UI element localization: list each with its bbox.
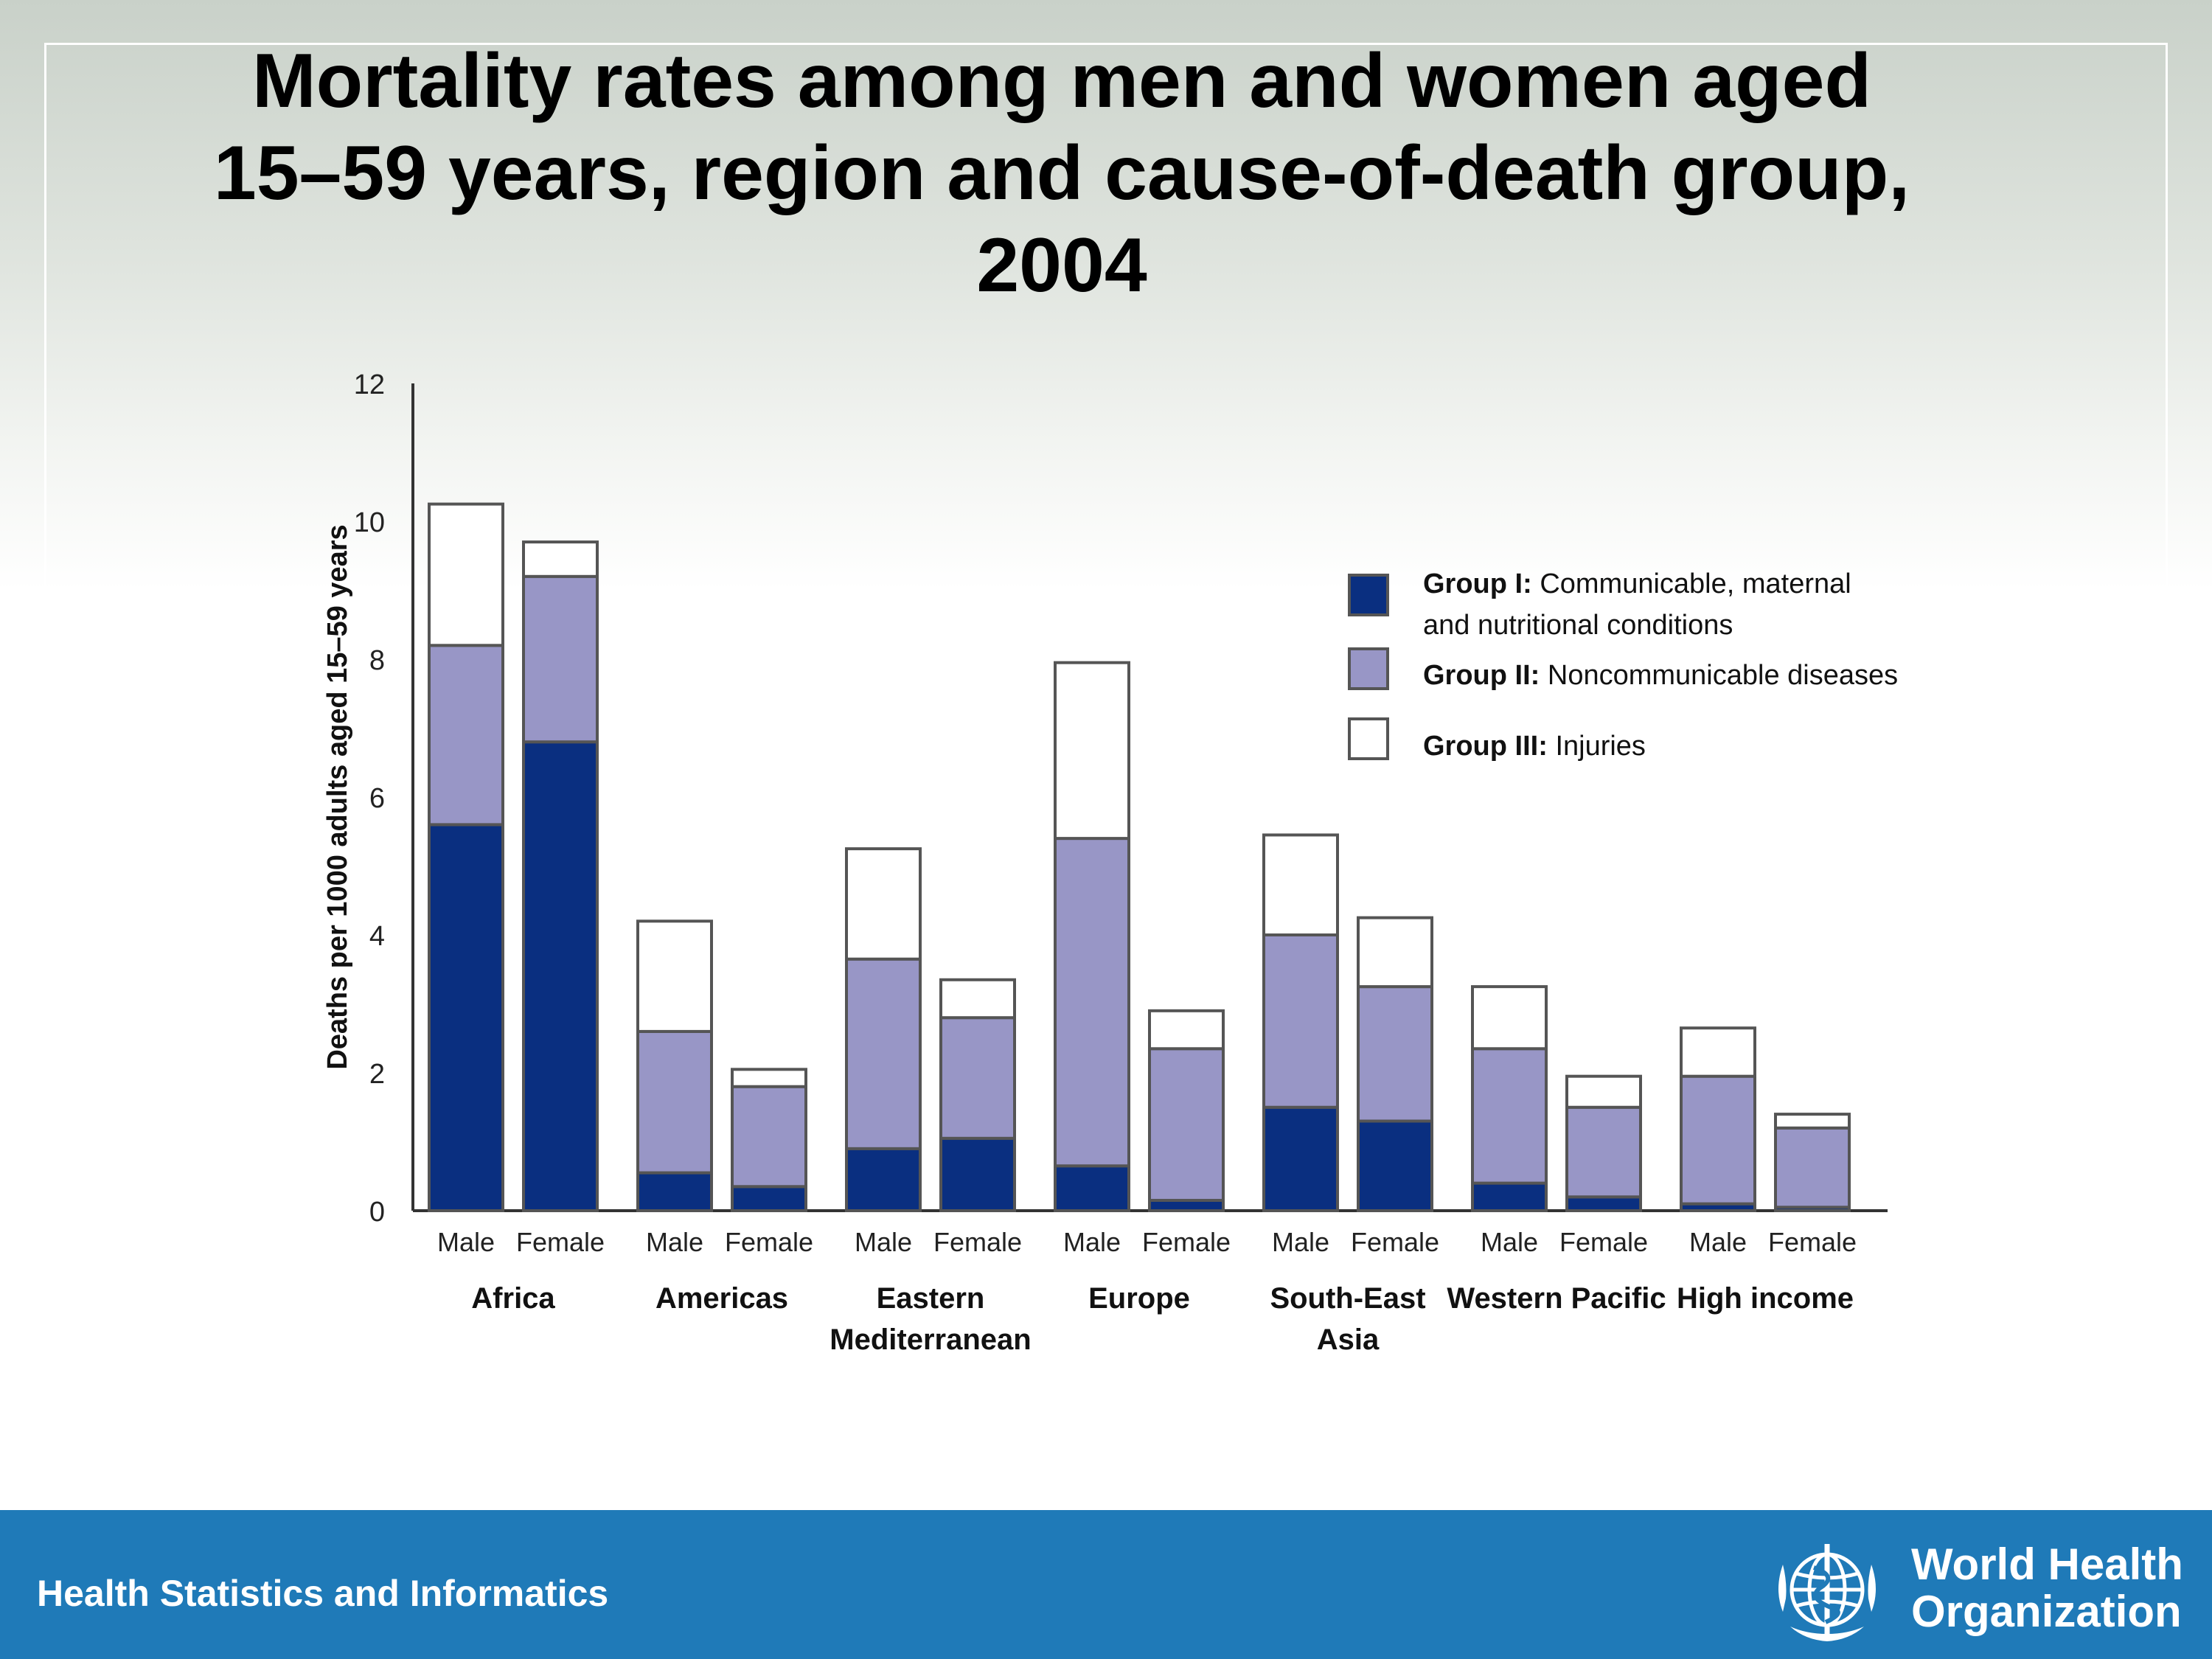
bar-segment-group-2 — [428, 644, 504, 827]
bar-segment-group-3 — [1565, 1074, 1642, 1109]
y-tick-label: 0 — [369, 1197, 385, 1228]
bar-segment-group-2 — [522, 574, 599, 744]
footer-label: Health Statistics and Informatics — [37, 1573, 609, 1614]
region-label: South-East — [1270, 1282, 1425, 1315]
bar-segment-group-2 — [1680, 1074, 1756, 1206]
bar-segment-group-3 — [428, 502, 504, 647]
y-tick-label: 8 — [369, 645, 385, 676]
x-tick-label: Male — [1272, 1227, 1329, 1257]
bar-segment-group-2 — [845, 957, 922, 1150]
region-label: Africa — [471, 1282, 555, 1315]
bar-segment-group-1 — [428, 823, 504, 1212]
organization-name: World Health Organization — [1911, 1541, 2183, 1635]
bar-segment-group-1 — [1054, 1164, 1130, 1212]
x-tick-label: Female — [1768, 1227, 1857, 1257]
y-axis-title: Deaths per 1000 adults aged 15–59 years — [322, 524, 353, 1069]
legend-label: and nutritional conditions — [1423, 610, 1733, 641]
bar-segment-group-2 — [1357, 985, 1433, 1123]
bar-segment-group-3 — [939, 978, 1016, 1020]
legend-label: Group I: Communicable, maternal — [1423, 568, 1851, 599]
bar-segment-group-2 — [1565, 1105, 1642, 1199]
bar-segment-group-3 — [1262, 833, 1339, 937]
org-name-line-2: Organization — [1911, 1587, 2182, 1636]
bar-segment-group-3 — [1054, 661, 1130, 841]
region-label: Eastern — [877, 1282, 985, 1315]
x-tick-label: Female — [1351, 1227, 1439, 1257]
bar-segment-group-2 — [1054, 837, 1130, 1168]
region-label: High income — [1677, 1282, 1854, 1315]
bar-segment-group-1 — [1262, 1105, 1339, 1212]
slide-frame — [44, 43, 2168, 1510]
x-tick-label: Male — [1689, 1227, 1747, 1257]
bar-segment-group-3 — [1774, 1113, 1851, 1130]
bar-segment-group-2 — [731, 1085, 807, 1189]
bar-segment-group-1 — [1471, 1181, 1548, 1212]
bar-segment-group-3 — [845, 847, 922, 961]
region-label: Western Pacific — [1447, 1282, 1666, 1315]
org-name-line-1: World Health — [1911, 1540, 2183, 1589]
y-tick-label: 2 — [369, 1059, 385, 1090]
x-tick-label: Male — [855, 1227, 912, 1257]
x-tick-label: Male — [646, 1227, 703, 1257]
bar-segment-group-1 — [1357, 1119, 1433, 1212]
bar-segment-group-1 — [1565, 1195, 1642, 1213]
x-tick-label: Female — [725, 1227, 813, 1257]
bar-segment-group-2 — [1148, 1047, 1225, 1202]
y-tick-label: 12 — [354, 369, 385, 400]
region-label: Europe — [1088, 1282, 1190, 1315]
x-tick-label: Female — [1142, 1227, 1231, 1257]
bar-segment-group-2 — [939, 1016, 1016, 1140]
bar-segment-group-1 — [1148, 1198, 1225, 1212]
bar-segment-group-1 — [522, 740, 599, 1212]
x-tick-label: Female — [516, 1227, 605, 1257]
legend-swatch-group-3 — [1348, 717, 1389, 760]
legend-label: Group II: Noncommunicable diseases — [1423, 660, 1898, 691]
region-label: Mediterranean — [830, 1324, 1031, 1356]
bar-segment-group-1 — [731, 1185, 807, 1213]
bar-segment-group-3 — [522, 540, 599, 578]
y-tick-label: 10 — [354, 507, 385, 538]
title-line-2: 15–59 years, region and cause-of-death g… — [213, 131, 1910, 216]
region-label: Asia — [1317, 1324, 1380, 1356]
x-tick-label: Male — [437, 1227, 495, 1257]
who-emblem-icon — [1778, 1544, 1876, 1641]
bar-segment-group-3 — [1680, 1026, 1756, 1078]
bar-segment-group-3 — [1357, 916, 1433, 989]
x-tick-label: Female — [1559, 1227, 1648, 1257]
bar-segment-group-2 — [1774, 1126, 1851, 1209]
x-tick-label: Male — [1481, 1227, 1538, 1257]
title-line-1: Mortality rates among men and women aged — [252, 38, 1871, 124]
legend-swatch-group-1 — [1348, 574, 1389, 616]
y-tick-label: 6 — [369, 783, 385, 814]
y-tick-label: 4 — [369, 921, 385, 952]
bar-segment-group-1 — [845, 1147, 922, 1212]
bar-segment-group-2 — [1471, 1047, 1548, 1185]
legend-swatch-group-2 — [1348, 647, 1389, 690]
bar-segment-group-1 — [636, 1171, 713, 1212]
region-label: Americas — [655, 1282, 788, 1315]
bar-segment-group-3 — [1148, 1009, 1225, 1051]
x-tick-label: Male — [1063, 1227, 1121, 1257]
bar-segment-group-3 — [1471, 985, 1548, 1051]
bar-segment-group-1 — [939, 1136, 1016, 1212]
bar-segment-group-2 — [636, 1029, 713, 1175]
bar-segment-group-3 — [636, 919, 713, 1033]
x-tick-label: Female — [933, 1227, 1022, 1257]
bar-segment-group-3 — [731, 1068, 807, 1088]
slide-title: Mortality rates among men and women aged… — [74, 35, 2050, 312]
legend-label: Group III: Injuries — [1423, 731, 1646, 762]
title-line-3: 2004 — [976, 223, 1147, 308]
bar-segment-group-2 — [1262, 933, 1339, 1109]
